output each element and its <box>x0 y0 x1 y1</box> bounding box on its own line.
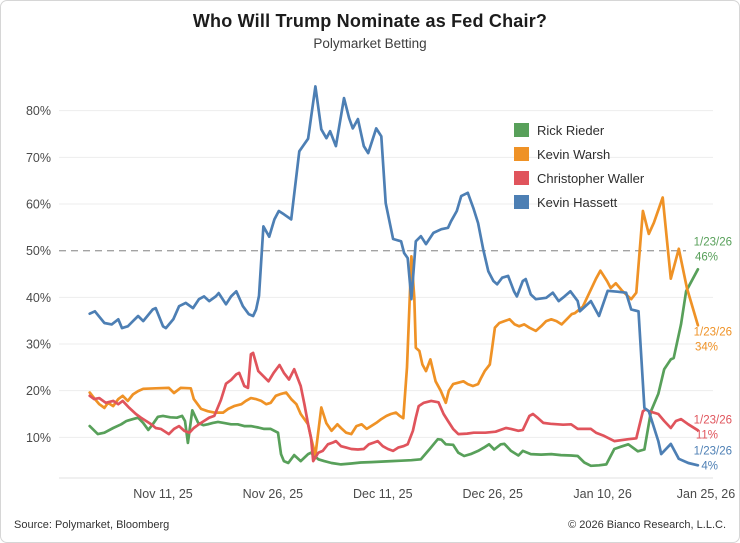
copyright-note: © 2026 Bianco Research, L.L.C. <box>568 519 726 531</box>
y-tick-label: 50% <box>26 244 51 258</box>
annotation-value: 34% <box>695 341 718 353</box>
x-tick-label: Jan 10, 26 <box>573 487 631 501</box>
y-tick-label: 30% <box>26 337 51 351</box>
annotation-date: 1/23/26 <box>694 414 732 426</box>
x-tick-label: Dec 11, 25 <box>353 487 413 501</box>
annotation-value: 46% <box>695 251 718 263</box>
legend-label: Christopher Waller <box>537 170 645 186</box>
y-tick-label: 80% <box>26 104 51 118</box>
annotation-date: 1/23/26 <box>694 445 732 457</box>
annotation-value: 4% <box>701 460 718 472</box>
series-line-kevin-warsh <box>88 196 700 457</box>
y-tick-label: 20% <box>26 384 51 398</box>
source-note: Source: Polymarket, Bloomberg <box>14 519 170 531</box>
legend-label: Kevin Warsh <box>537 146 611 162</box>
y-tick-label: 40% <box>26 291 51 305</box>
series-line-kevin-hassett <box>88 85 700 467</box>
legend-item-kevin-hassett: Kevin Hassett <box>514 190 644 214</box>
annotation-date: 1/23/26 <box>694 236 732 248</box>
x-tick-label: Dec 26, 25 <box>462 487 523 501</box>
chart-title: Who Will Trump Nominate as Fed Chair? <box>192 11 548 31</box>
chart-subtitle: Polymarket Betting <box>313 36 427 51</box>
legend-label: Rick Rieder <box>537 122 605 138</box>
annotation-value: 11% <box>696 429 718 441</box>
x-tick-label: Nov 26, 25 <box>243 487 304 501</box>
annotation-date: 1/23/26 <box>694 326 732 338</box>
legend-item-rick-rieder: Rick Rieder <box>514 118 644 142</box>
series-line-christopher-waller <box>88 351 700 463</box>
x-tick-label: Nov 11, 25 <box>133 487 193 501</box>
legend-item-kevin-warsh: Kevin Warsh <box>514 142 644 166</box>
legend-label: Kevin Hassett <box>537 194 618 210</box>
legend-item-christopher-waller: Christopher Waller <box>514 166 644 190</box>
legend-swatch-icon <box>514 123 529 137</box>
legend-swatch-icon <box>514 147 529 161</box>
legend: Rick Rieder Kevin Warsh Christopher Waller… <box>514 118 644 214</box>
y-tick-label: 70% <box>26 151 51 165</box>
series-line-rick-rieder <box>88 267 700 468</box>
x-tick-label: Jan 25, 26 <box>677 487 735 501</box>
legend-swatch-icon <box>514 195 529 209</box>
y-tick-label: 10% <box>26 431 51 445</box>
y-tick-label: 60% <box>26 197 51 211</box>
title-block: Who Will Trump Nominate as Fed Chair? Po… <box>1 11 739 51</box>
legend-swatch-icon <box>514 171 529 185</box>
